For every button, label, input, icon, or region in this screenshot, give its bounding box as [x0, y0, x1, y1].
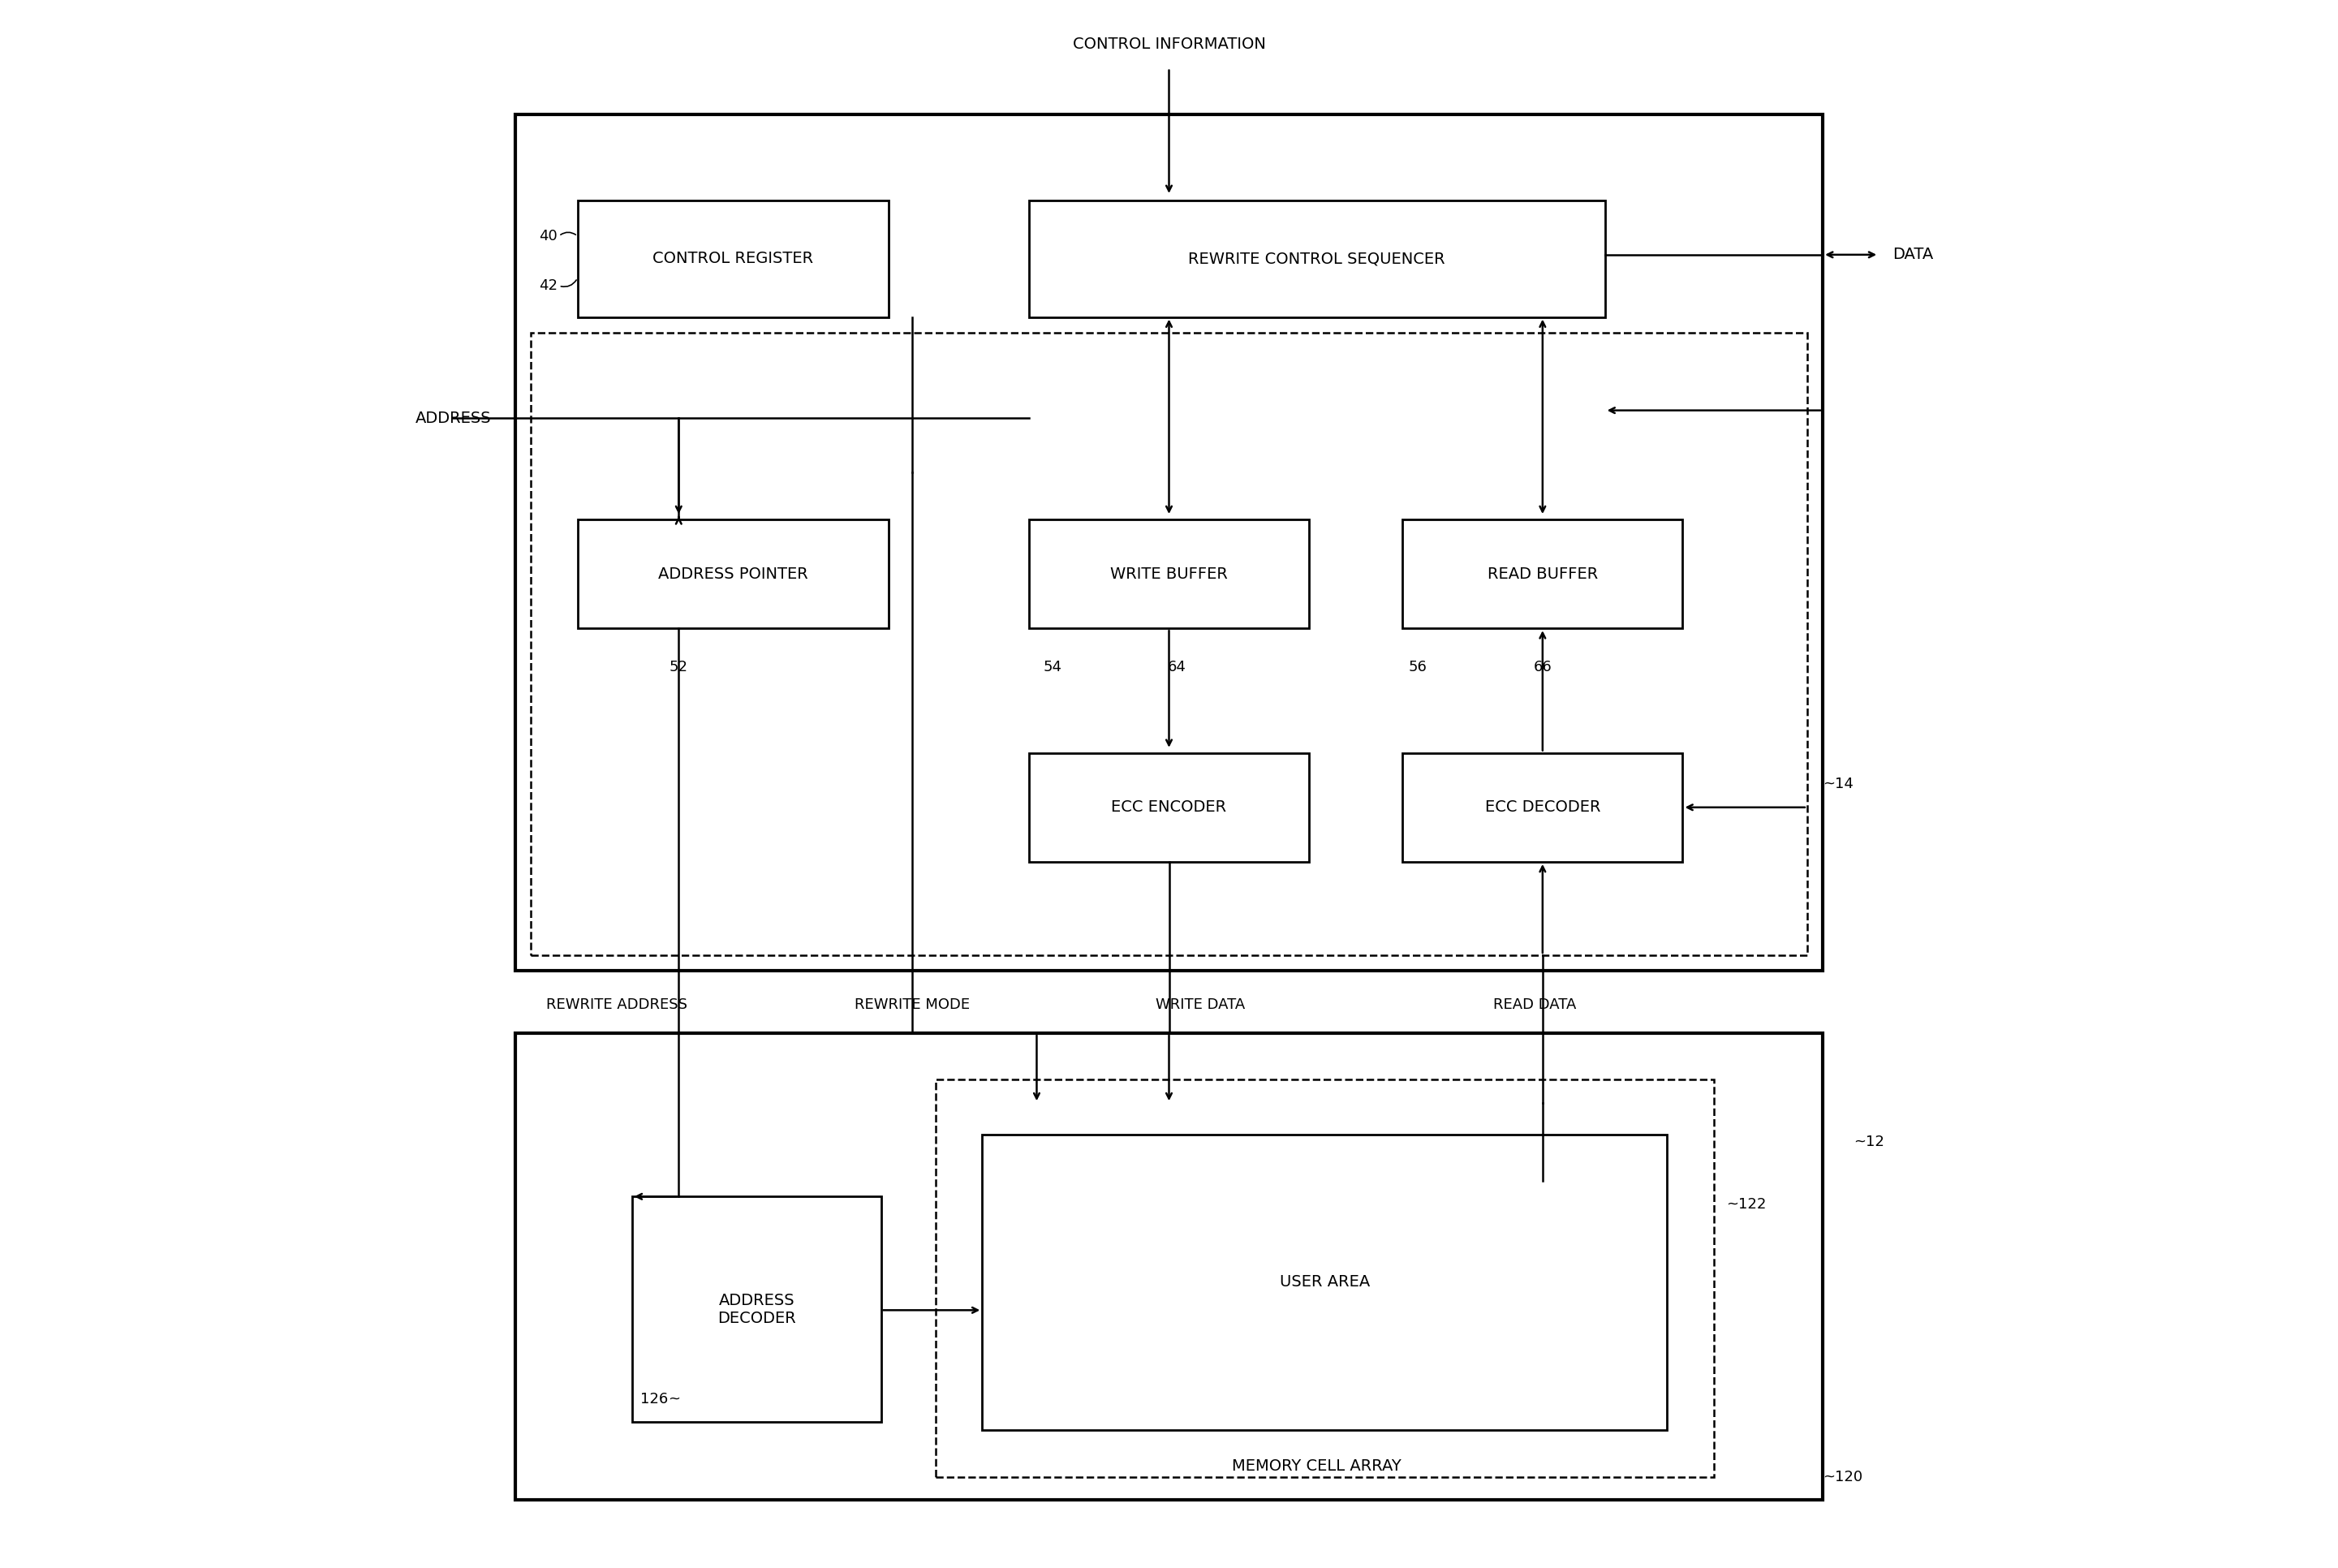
- Text: ~120: ~120: [1824, 1469, 1863, 1483]
- Bar: [1029, 519, 1309, 629]
- Bar: [631, 1196, 881, 1422]
- Text: 126: 126: [641, 1392, 669, 1406]
- Text: WRITE DATA: WRITE DATA: [1155, 997, 1244, 1013]
- Text: ADDRESS
DECODER: ADDRESS DECODER: [718, 1292, 795, 1327]
- Bar: [514, 114, 1824, 971]
- Bar: [935, 1080, 1714, 1477]
- Text: ~: ~: [669, 1392, 680, 1406]
- Text: DATA: DATA: [1894, 248, 1934, 262]
- Text: 64: 64: [1167, 660, 1185, 674]
- Text: REWRITE ADDRESS: REWRITE ADDRESS: [545, 997, 687, 1013]
- Text: 52: 52: [669, 660, 687, 674]
- Text: 54: 54: [1043, 660, 1061, 674]
- Bar: [577, 519, 888, 629]
- Bar: [1403, 519, 1683, 629]
- Text: CONTROL REGISTER: CONTROL REGISTER: [652, 251, 814, 267]
- Text: READ BUFFER: READ BUFFER: [1487, 566, 1597, 582]
- Text: REWRITE MODE: REWRITE MODE: [853, 997, 970, 1013]
- Text: ADDRESS POINTER: ADDRESS POINTER: [659, 566, 809, 582]
- Text: ~122: ~122: [1725, 1196, 1765, 1212]
- Text: READ DATA: READ DATA: [1494, 997, 1576, 1013]
- Text: ~12: ~12: [1854, 1135, 1884, 1149]
- Bar: [514, 1033, 1824, 1501]
- Bar: [982, 1134, 1667, 1430]
- Bar: [1029, 753, 1309, 862]
- Text: REWRITE CONTROL SEQUENCER: REWRITE CONTROL SEQUENCER: [1188, 251, 1445, 267]
- Text: ECC ENCODER: ECC ENCODER: [1111, 800, 1227, 815]
- Text: USER AREA: USER AREA: [1279, 1275, 1370, 1290]
- Bar: [1403, 753, 1683, 862]
- Bar: [1029, 201, 1604, 317]
- Text: ECC DECODER: ECC DECODER: [1485, 800, 1602, 815]
- Text: 66: 66: [1534, 660, 1552, 674]
- Text: 56: 56: [1410, 660, 1426, 674]
- Text: ADDRESS: ADDRESS: [414, 411, 491, 426]
- Text: WRITE BUFFER: WRITE BUFFER: [1111, 566, 1227, 582]
- Bar: [577, 201, 888, 317]
- Text: CONTROL INFORMATION: CONTROL INFORMATION: [1073, 36, 1265, 52]
- Text: ~14: ~14: [1824, 776, 1854, 792]
- Bar: [531, 332, 1807, 955]
- Text: 42: 42: [538, 279, 556, 293]
- Text: MEMORY CELL ARRAY: MEMORY CELL ARRAY: [1232, 1458, 1400, 1474]
- Text: 40: 40: [538, 229, 556, 243]
